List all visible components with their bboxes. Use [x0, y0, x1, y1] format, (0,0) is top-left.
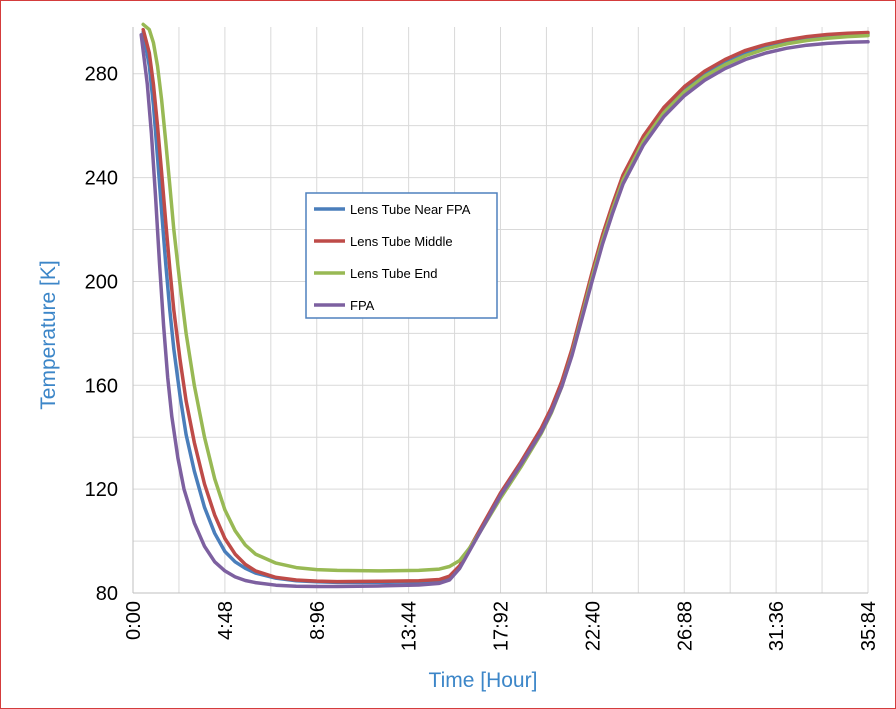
x-tick-label: 26:88 — [674, 601, 696, 651]
y-tick-label: 120 — [85, 479, 118, 501]
y-tick-label: 160 — [85, 375, 118, 397]
x-tick-label: 22:40 — [582, 601, 604, 651]
x-tick-label: 35:84 — [858, 601, 880, 651]
legend-entry: FPA — [350, 298, 375, 313]
x-tick-label: 31:36 — [766, 601, 788, 651]
legend-box — [305, 192, 498, 319]
series-line-4 — [139, 33, 870, 589]
series-line-2 — [141, 27, 870, 584]
y-tick-label: 80 — [96, 583, 118, 605]
x-axis-title: Time [Hour] — [429, 669, 538, 692]
horizontal-gridlines — [133, 73, 868, 594]
x-tick-label: 8:96 — [307, 601, 329, 640]
y-tick-labels: 80 120 160 200 240 280 — [85, 64, 118, 605]
legend-entry: Lens Tube Middle — [350, 234, 453, 249]
legend-entry: Lens Tube End — [350, 266, 437, 281]
legend-entry: Lens Tube Near FPA — [350, 202, 471, 217]
x-tick-labels: 0:00 4:48 8:96 13:44 17:92 22:40 26:88 31:36 35:… — [123, 601, 880, 651]
y-tick-label: 240 — [85, 168, 118, 190]
y-tick-label: 280 — [85, 64, 118, 86]
x-tick-label: 4:48 — [215, 601, 237, 640]
vertical-gridlines — [132, 27, 869, 593]
series-lines — [139, 22, 870, 589]
x-tick-label: 0:00 — [123, 601, 145, 640]
axes — [132, 27, 868, 594]
y-axis-title: Temperature [K] — [37, 260, 60, 409]
x-tick-label: 13:44 — [399, 601, 421, 651]
legend: Lens Tube Near FPA Lens Tube Middle Lens T… — [305, 192, 498, 319]
series-line-3 — [141, 22, 870, 573]
y-tick-label: 200 — [85, 271, 118, 293]
x-tick-label: 17:92 — [491, 601, 513, 651]
series-line-1 — [141, 30, 870, 585]
